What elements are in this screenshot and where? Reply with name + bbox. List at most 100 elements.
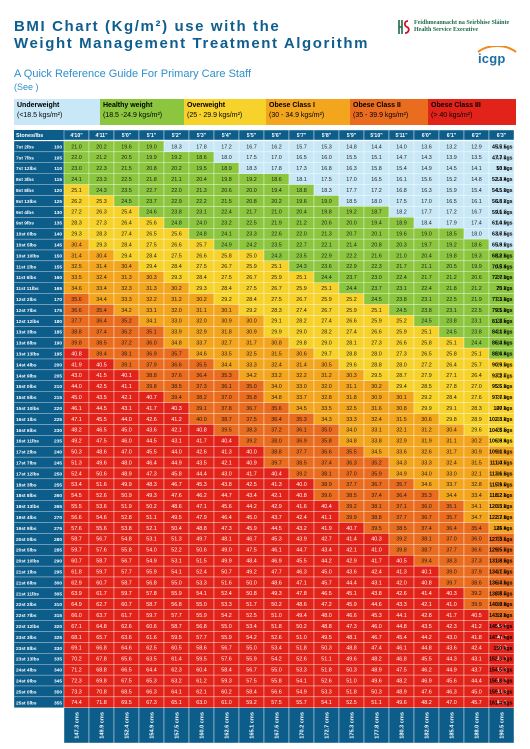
row-stones-label: 13st 3lbs — [16, 330, 37, 336]
bmi-value: 57.6 — [221, 657, 232, 663]
row-stones-label: 14st 4lbs — [16, 362, 37, 368]
header-height-ft-label: 4'10" — [70, 133, 83, 139]
row-kg-label: 81.8 kgs — [492, 319, 513, 325]
bmi-value: 35.1 — [496, 537, 507, 543]
bmi-value: 39.4 — [421, 559, 432, 565]
row-stones-label: 11st 11lbs — [16, 286, 39, 292]
bmi-value: 26.6 — [371, 330, 382, 336]
row-lbs-label: 100 — [54, 144, 62, 150]
bmi-value: 18.6 — [196, 155, 207, 161]
bmi-value: 37.0 — [346, 471, 357, 477]
bmi-value: 45.1 — [346, 591, 357, 597]
bmi-value: 46.0 — [121, 439, 132, 445]
bmi-value: 56.7 — [96, 537, 107, 543]
bmi-value: 19.8 — [221, 177, 232, 183]
bmi-value: 45.5 — [96, 417, 107, 423]
bmi-value: 61.2 — [196, 678, 207, 684]
bmi-value: 52.4 — [71, 471, 82, 477]
bmi-value: 16.8 — [321, 166, 332, 172]
row-lbs-label: 300 — [54, 580, 62, 586]
bmi-value: 67.1 — [71, 624, 82, 630]
bmi-value: 19.3 — [471, 253, 482, 259]
row-kg-label: 104.5 kgs — [489, 428, 512, 434]
row-kg-label: 122.7 kgs — [489, 515, 512, 521]
bmi-value: 17.2 — [446, 210, 457, 216]
bmi-value: 26.6 — [346, 319, 357, 325]
bmi-value: 67.8 — [96, 657, 107, 663]
bmi-value: 43.5 — [96, 395, 107, 401]
bmi-value: 16.0 — [321, 155, 332, 161]
row-stones-label: 20st 0lbs — [16, 537, 37, 543]
row-lbs-label: 110 — [54, 166, 62, 172]
bmi-value: 26.7 — [221, 264, 232, 270]
bmi-value: 35.3 — [296, 417, 307, 423]
bmi-value: 24.8 — [196, 232, 207, 238]
bmi-value: 30.9 — [246, 330, 257, 336]
bmi-value: 48.8 — [196, 526, 207, 532]
bmi-value: 25.1 — [271, 264, 282, 270]
bmi-value: 17.8 — [271, 166, 282, 172]
bmi-value: 19.9 — [471, 264, 482, 270]
bmi-value: 24.4 — [346, 286, 357, 292]
bmi-value: 16.3 — [346, 166, 357, 172]
bmi-value: 31.2 — [171, 297, 182, 303]
category-name: Obese Class II — [353, 102, 401, 109]
bmi-value: 30.4 — [446, 428, 457, 434]
bmi-value: 27.6 — [471, 395, 482, 401]
bmi-value: 58.6 — [196, 646, 207, 652]
bmi-value: 54.8 — [121, 537, 132, 543]
bmi-value: 50.3 — [371, 689, 382, 695]
bmi-value: 32.3 — [121, 286, 132, 292]
bmi-value: 41.7 — [146, 406, 157, 412]
header-height-ft-label: 5'11" — [395, 133, 408, 139]
bmi-value: 35.3 — [221, 373, 232, 379]
bmi-value: 35.7 — [396, 482, 407, 488]
bmi-value: 42.5 — [246, 482, 257, 488]
bmi-value: 16.1 — [471, 199, 482, 205]
bmi-value: 55.0 — [196, 602, 207, 608]
bmi-value: 45.3 — [271, 537, 282, 543]
bmi-value: 39.9 — [346, 515, 357, 521]
bmi-value: 20.4 — [296, 210, 307, 216]
row-kg-label: 161.4 kgs — [489, 700, 512, 706]
row-stones-label: 11st 1lbs — [16, 264, 37, 270]
bmi-value: 46.7 — [246, 537, 257, 543]
bmi-value: 21.0 — [71, 144, 82, 150]
bmi-value: 56.6 — [71, 515, 82, 521]
bmi-value: 37.0 — [221, 395, 232, 401]
bmi-value: 42.9 — [346, 559, 357, 565]
bmi-value: 42.9 — [271, 504, 282, 510]
bmi-value: 50.0 — [246, 580, 257, 586]
bmi-value: 58.7 — [146, 602, 157, 608]
bmi-value: 51.5 — [196, 559, 207, 565]
bmi-value: 38.3 — [246, 428, 257, 434]
bmi-value: 24.4 — [496, 351, 507, 357]
bmi-value: 65.7 — [96, 635, 107, 641]
bmi-value: 41.0 — [446, 602, 457, 608]
bmi-value: 33.3 — [421, 460, 432, 466]
bmi-value: 31.3 — [496, 471, 507, 477]
row-kg-label: 72.7 kgs — [492, 275, 513, 281]
bmi-value: 55.7 — [296, 700, 307, 706]
bmi-value: 53.1 — [171, 559, 182, 565]
bmi-value: 19.2 — [246, 177, 257, 183]
bmi-value: 37.7 — [71, 319, 82, 325]
row-lbs-label: 235 — [54, 439, 62, 445]
bmi-value: 20.6 — [221, 188, 232, 194]
bmi-value: 27.5 — [271, 297, 282, 303]
bmi-value: 33.8 — [496, 515, 507, 521]
bmi-value: 42.6 — [496, 668, 507, 674]
bmi-value: 59.7 — [71, 548, 82, 554]
bmi-value: 59.3 — [221, 678, 232, 684]
bmi-value: 43.3 — [396, 602, 407, 608]
row-lbs-label: 180 — [54, 319, 62, 325]
bmi-value: 44.5 — [496, 700, 507, 706]
bmi-value: 43.4 — [246, 493, 257, 499]
bmi-value: 20.6 — [321, 221, 332, 227]
bmi-value: 40.0 — [296, 482, 307, 488]
bmi-value: 49.3 — [146, 493, 157, 499]
bmi-value: 38.5 — [346, 493, 357, 499]
category-healthy-weight: Healthy weight (18.5 -24.9 kgs/m²) — [100, 99, 184, 125]
bmi-value: 37.5 — [246, 417, 257, 423]
bmi-value: 63.0 — [196, 700, 207, 706]
